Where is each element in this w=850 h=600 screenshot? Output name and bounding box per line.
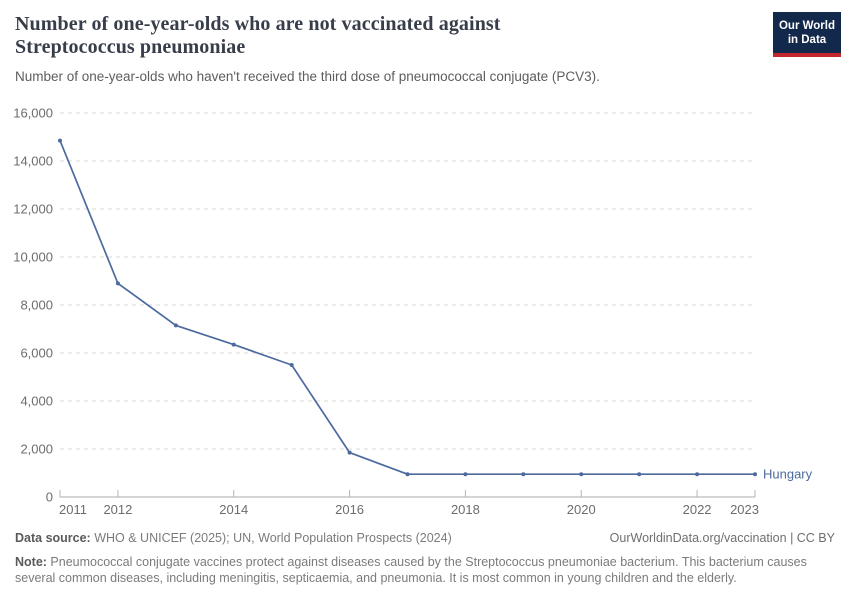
data-source-label: Data source: — [15, 531, 91, 545]
y-axis-tick-label: 4,000 — [20, 394, 53, 409]
data-point[interactable] — [463, 472, 468, 477]
x-axis-tick-label: 2020 — [567, 502, 596, 517]
y-axis-tick-label: 12,000 — [13, 202, 53, 217]
y-axis-tick-label: 6,000 — [20, 346, 53, 361]
y-axis-tick-label: 2,000 — [20, 442, 53, 457]
data-point[interactable] — [753, 472, 757, 477]
chart-subtitle: Number of one-year-olds who haven't rece… — [15, 69, 600, 84]
series-line[interactable] — [59, 140, 755, 476]
chart-title-line-1: Number of one-year-olds who are not vacc… — [15, 13, 501, 35]
x-axis-tick-label: 2023 — [730, 502, 759, 517]
owid-logo-line-1: Our World — [778, 20, 835, 32]
owid-logo[interactable]: Our World in Data — [773, 12, 841, 58]
x-axis-tick-label: 2014 — [219, 502, 248, 517]
data-point[interactable] — [579, 472, 584, 477]
data-point[interactable] — [115, 281, 120, 286]
x-axis-tick-label: 2016 — [335, 502, 364, 517]
data-point[interactable] — [58, 138, 62, 143]
chart-footer: Data source: WHO & UNICEF (2025); UN, Wo… — [15, 530, 835, 587]
data-source-line: Data source: WHO & UNICEF (2025); UN, Wo… — [15, 530, 452, 547]
data-point[interactable] — [289, 363, 294, 367]
data-point[interactable] — [231, 342, 236, 347]
owid-link[interactable]: OurWorldinData.org/vaccination | CC BY — [609, 531, 835, 545]
data-point[interactable] — [637, 472, 642, 477]
chart-title-line-2: Streptococcus pneumoniae — [15, 36, 246, 58]
y-axis-tick-label: 8,000 — [20, 298, 53, 313]
data-point[interactable] — [347, 450, 352, 455]
data-point[interactable] — [521, 472, 526, 477]
y-axis-tick-label: 14,000 — [13, 154, 53, 169]
y-axis-tick-label: 0 — [46, 490, 53, 505]
data-point[interactable] — [405, 472, 410, 477]
note-label: Note: — [15, 554, 47, 569]
y-axis-tick-label: 16,000 — [13, 106, 53, 121]
chart-note: Note: Pneumococcal conjugate vaccines pr… — [15, 554, 835, 587]
owid-logo-line-2: in Data — [787, 34, 827, 47]
line-chart[interactable]: 0 2,000 4,000 6,000 8,000 10,000 12,000 14,000 1… — [0, 95, 850, 535]
data-point[interactable] — [173, 323, 178, 328]
data-source-text: WHO & UNICEF (2025); UN, World Populatio… — [90, 531, 452, 545]
series-end-label: Hungary — [763, 467, 813, 482]
y-axis-tick-label: 10,000 — [13, 250, 53, 265]
x-axis-tick-label: 2022 — [683, 502, 712, 517]
note-text: Pneumococcal conjugate vaccines protect … — [15, 554, 807, 586]
x-axis-tick-label: 2018 — [451, 502, 480, 517]
data-point[interactable] — [695, 472, 700, 477]
x-axis-tick-label: 2012 — [103, 502, 132, 517]
chart-title: Number of one-year-olds who are not vacc… — [15, 13, 501, 59]
x-axis-tick-label: 2011 — [59, 502, 87, 517]
